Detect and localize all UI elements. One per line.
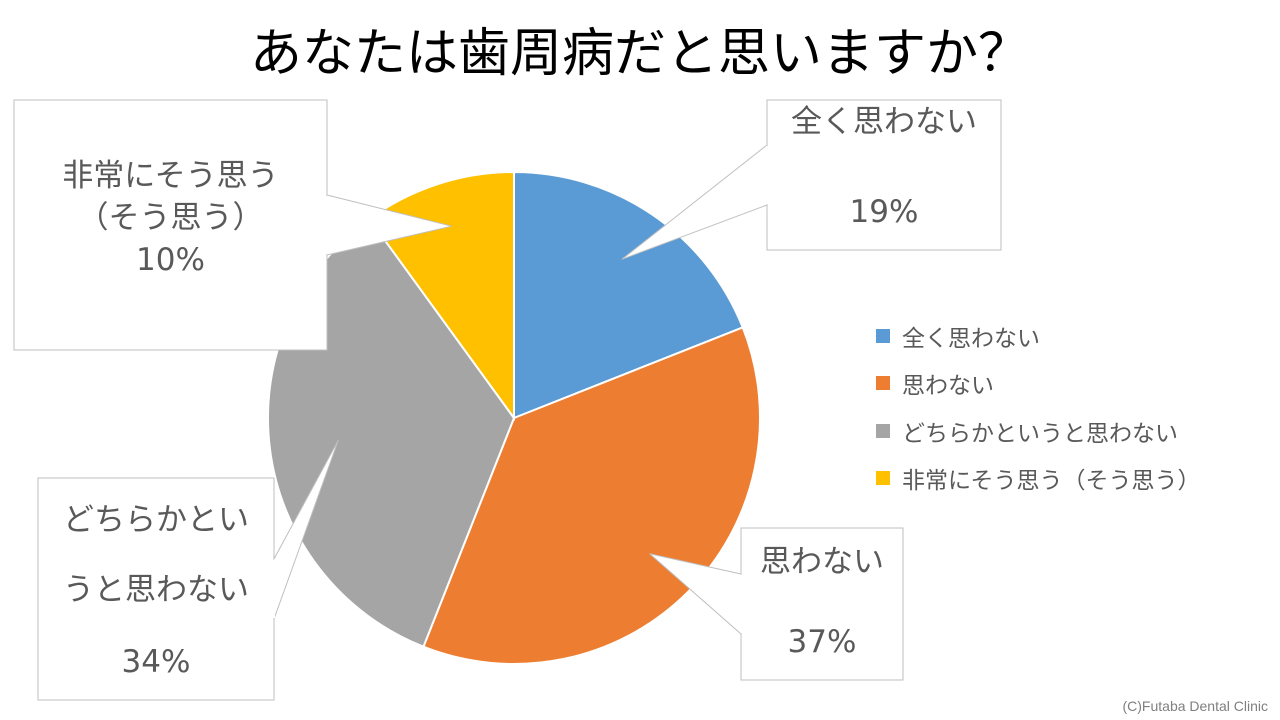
data-label-value: 10%	[136, 242, 205, 278]
data-label-category: 全く思わない	[791, 104, 977, 140]
legend-swatch	[876, 376, 890, 391]
pie-slice	[513, 170, 745, 420]
data-label-category: 非常にそう思う	[62, 158, 278, 194]
data-label-category: （そう思う）	[78, 200, 264, 236]
legend-label: どちらかというと思わない	[902, 420, 1178, 447]
callout-pointer	[621, 144, 768, 260]
chart-title: あなたは歯周病だと思いますか？	[249, 24, 1030, 84]
data-label-value: 34%	[122, 644, 191, 680]
callout-box	[13, 99, 328, 351]
data-callout: 思わない 37%	[649, 527, 904, 681]
data-label-value: 19%	[850, 194, 919, 230]
callout-pointer	[273, 439, 339, 620]
callout-pointer	[649, 553, 742, 635]
legend-label: 全く思わない	[902, 325, 1040, 352]
data-label-category: うと思わない	[63, 572, 249, 608]
legend-item: 全く思わない	[876, 312, 1201, 360]
data-callout: どちらかというと思わない 34%	[37, 439, 339, 701]
callout-pointer	[326, 194, 452, 256]
legend-item: 思わない	[876, 360, 1201, 408]
copyright-text: (C)Futaba Dental Clinic	[1122, 698, 1269, 714]
legend-item: 非常にそう思う（そう思う）	[876, 455, 1201, 503]
legend-swatch	[876, 423, 890, 438]
legend-label: 思わない	[902, 373, 994, 400]
data-label-category: どちらかとい	[63, 502, 249, 538]
data-label-value: 37%	[788, 624, 857, 660]
data-callout: 全く思わない 19%	[621, 99, 1002, 260]
legend-label: 非常にそう思う（そう思う）	[902, 468, 1201, 495]
chart-legend: 全く思わない 思わないどちらかというと思わない 非常にそう思う（そう思う）	[876, 312, 1201, 502]
data-callout: 非常にそう思う （そう思う） 10%	[13, 99, 452, 351]
pie-slice	[422, 326, 762, 666]
legend-item: どちらかというと思わない	[876, 407, 1201, 455]
data-label-category: 思わない	[760, 544, 884, 580]
legend-swatch	[876, 328, 890, 343]
legend-swatch	[876, 471, 890, 486]
callout-box	[37, 477, 275, 701]
